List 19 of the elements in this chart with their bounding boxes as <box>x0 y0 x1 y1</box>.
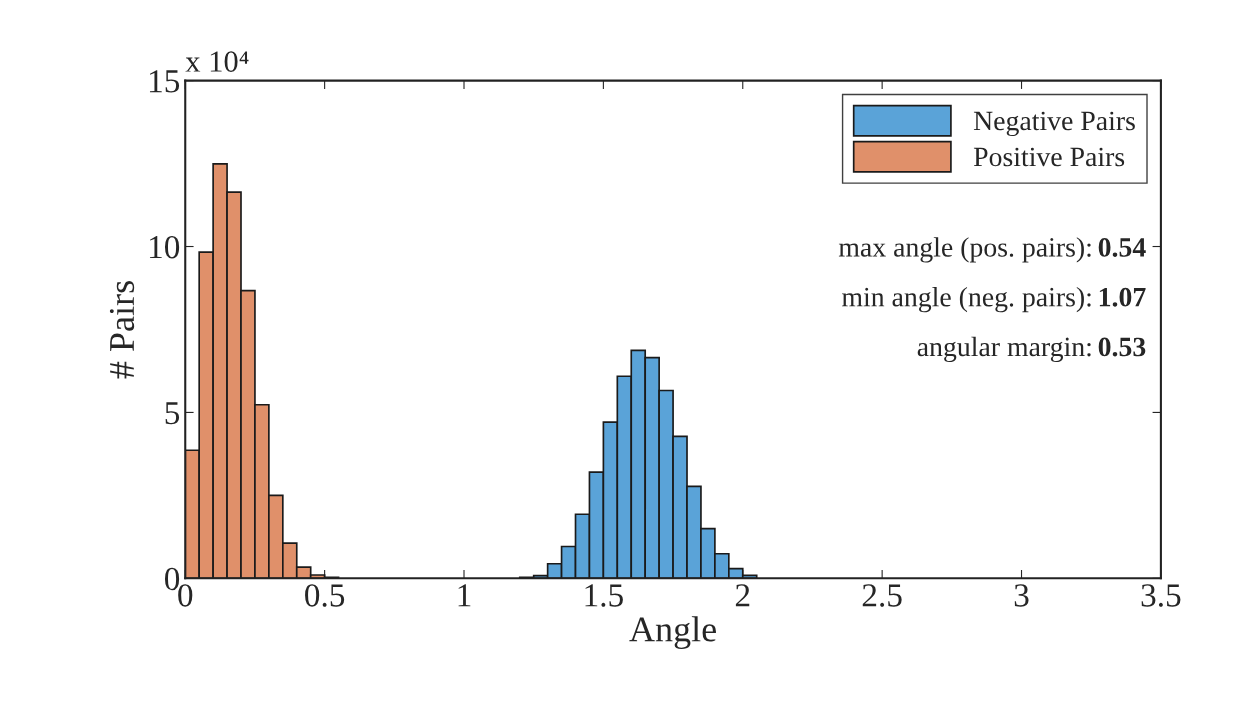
x-tick-label: 1.5 <box>585 584 623 607</box>
text: x 10⁴ <box>185 51 249 72</box>
x-tick-label: 0.5 <box>305 584 345 607</box>
annotation: max angle (pos. pairs): 0.54 <box>838 237 1146 263</box>
y-axis-title: # Pairs <box>109 281 135 379</box>
x-tick-label: 2 <box>735 584 750 607</box>
annotation: min angle (neg. pairs): 1.07 <box>842 286 1146 313</box>
y-tick-label: 15 <box>149 70 180 93</box>
legend-label: Negative Pairs <box>973 111 1135 137</box>
y-tick-label: 0 <box>164 567 180 591</box>
x-axis-title: Angle <box>629 616 716 650</box>
x-tick-label: 2.5 <box>862 584 902 607</box>
x-tick-label: 3 <box>1014 584 1029 607</box>
x-tick-label: 3.5 <box>1141 584 1181 607</box>
annotation: angular margin: 0.53 <box>917 336 1146 363</box>
x-tick-label: 1 <box>458 584 471 607</box>
y-tick-label: 5 <box>165 402 180 425</box>
legend-label: Positive Pairs <box>973 147 1125 167</box>
y-tick-label: 10 <box>149 235 180 259</box>
